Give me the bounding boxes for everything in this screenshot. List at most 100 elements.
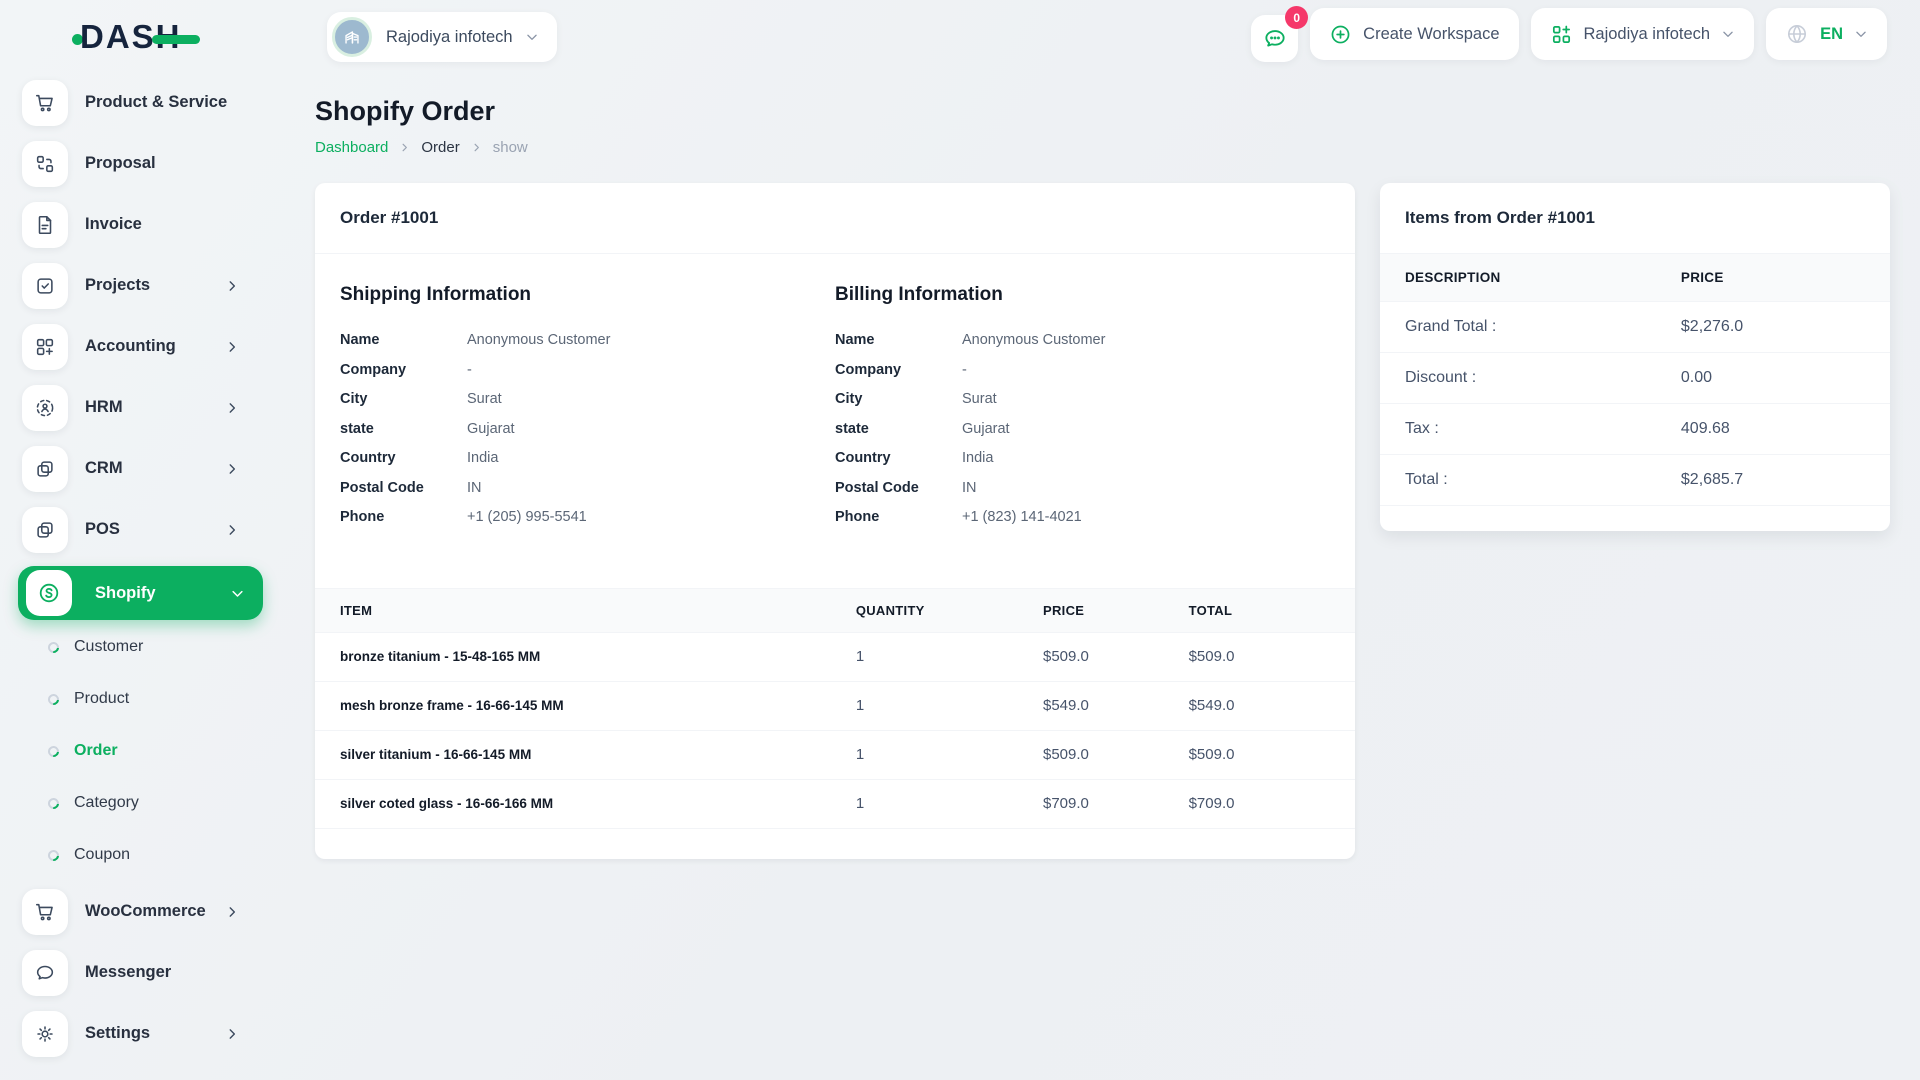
item-price: $509.0 [1043,632,1189,682]
messenger-icon [22,949,68,996]
sidebar-item-proposal[interactable]: Proposal [0,133,265,194]
field-value: Gujarat [962,420,1010,437]
field-row: City Surat [835,390,1330,408]
column-header-price: PRICE [1043,587,1189,633]
field-label: Country [835,450,891,466]
field-value: Gujarat [467,420,515,437]
sidebar-item-messenger[interactable]: Messenger [0,942,265,1003]
sidebar-item-label: Accounting [85,337,176,355]
workspace-name: Rajodiya infotech [386,27,513,46]
proposal-icon [22,140,68,187]
item-quantity: 1 [855,632,1043,682]
item-price: $549.0 [1043,681,1189,731]
language-selector[interactable]: EN [1766,8,1887,60]
sidebar-item-label: POS [85,520,120,538]
summary-value: $2,276.0 [1680,301,1890,353]
cart-icon [22,888,68,935]
create-workspace-label: Create Workspace [1363,24,1500,43]
field-label: City [835,391,863,407]
bullet-icon [45,743,62,759]
sidebar-item-woocommerce[interactable]: WooCommerce [0,881,265,942]
shopify-submenu: Customer Product Order Category Coupon [0,621,265,881]
item-total: $509.0 [1188,632,1355,682]
field-value: India [962,450,994,466]
field-value: - [962,361,967,378]
item-quantity: 1 [855,730,1043,780]
chevron-right-icon [225,905,239,919]
sidebar-item-label: Proposal [85,154,156,172]
projects-icon [22,262,68,309]
accounting-icon [22,323,68,370]
sidebar-subitem-customer[interactable]: Customer [0,621,265,673]
grid-plus-icon [1552,25,1570,43]
chevron-right-icon [225,523,239,537]
summary-label: Discount : [1380,352,1681,404]
chevron-right-icon [225,340,239,354]
dash-logo[interactable]: DASH [0,0,265,72]
summary-label: Grand Total : [1380,301,1681,353]
sidebar-item-projects[interactable]: Projects [0,255,265,316]
field-row: state Gujarat [340,420,835,438]
create-workspace-button[interactable]: Create Workspace [1310,8,1519,60]
field-row: Company - [835,361,1330,379]
chevron-right-icon [225,401,239,415]
billing-information: Billing Information Name Anonymous Custom… [835,284,1330,538]
summary-value: 409.68 [1680,403,1890,455]
sidebar-subitem-label: Product [74,690,130,707]
field-label: state [340,420,374,437]
sidebar-item-label: Settings [85,1024,151,1042]
page-title: Shopify Order [315,96,496,126]
topbar-actions: 0 Create Workspace Rajodiya infotech EN [1251,6,1887,62]
field-label: Country [340,450,396,466]
chevron-right-icon [225,462,239,476]
hrm-icon [22,384,68,431]
field-value: Surat [467,391,502,407]
item-price: $709.0 [1043,779,1189,829]
chat-icon [1265,29,1285,47]
field-value: - [467,361,472,378]
plus-circle-icon [1331,25,1350,43]
sidebar-subitem-label: Order [74,742,118,759]
sidebar-item-product-service[interactable]: Product & Service [0,72,265,133]
messages-button[interactable]: 0 [1251,6,1309,62]
breadcrumb-dashboard-link[interactable]: Dashboard [315,139,389,156]
sidebar-item-hrm[interactable]: HRM [0,377,265,438]
item-name: bronze titanium - 15-48-165 MM [315,632,856,682]
sidebar-item-pos[interactable]: POS [0,499,265,560]
sidebar-subitem-product[interactable]: Product [0,673,265,725]
sidebar-item-shopify[interactable]: Shopify [18,566,263,620]
chevron-down-icon [1854,27,1868,41]
sidebar-item-crm[interactable]: CRM [0,438,265,499]
order-info: Shipping Information Name Anonymous Custo… [315,254,1355,588]
sidebar-item-settings[interactable]: Settings [0,1003,265,1064]
table-row: silver titanium - 16-66-145 MM 1 $509.0 … [315,730,1355,780]
chevron-right-icon [225,1027,239,1041]
sidebar-subitem-order[interactable]: Order [0,725,265,777]
field-label: Name [340,332,380,348]
item-name: silver coted glass - 16-66-166 MM [315,779,856,829]
language-code: EN [1820,24,1843,43]
item-price: $509.0 [1043,730,1189,780]
sidebar-item-label: Invoice [85,215,142,233]
chevron-right-icon [399,142,410,153]
summary-label: Tax : [1380,403,1681,455]
sidebar-item-invoice[interactable]: Invoice [0,194,265,255]
building-icon [345,31,359,44]
sidebar-subitem-category[interactable]: Category [0,777,265,829]
field-label: state [835,420,869,437]
field-row: City Surat [340,390,835,408]
card-footer [1380,506,1890,531]
cart-icon [22,79,68,126]
sidebar-item-label: Messenger [85,963,172,981]
column-header-total: TOTAL [1188,587,1355,633]
field-value: Anonymous Customer [467,332,611,348]
bullet-icon [45,639,62,655]
field-label: Name [835,332,875,348]
company-selector[interactable]: Rajodiya infotech [1530,8,1755,60]
sidebar-subitem-coupon[interactable]: Coupon [0,829,265,881]
item-total: $709.0 [1188,779,1355,829]
workspace-selector[interactable]: Rajodiya infotech [327,12,557,62]
field-row: state Gujarat [835,420,1330,438]
sidebar-item-accounting[interactable]: Accounting [0,316,265,377]
table-row: bronze titanium - 15-48-165 MM 1 $509.0 … [315,632,1355,682]
